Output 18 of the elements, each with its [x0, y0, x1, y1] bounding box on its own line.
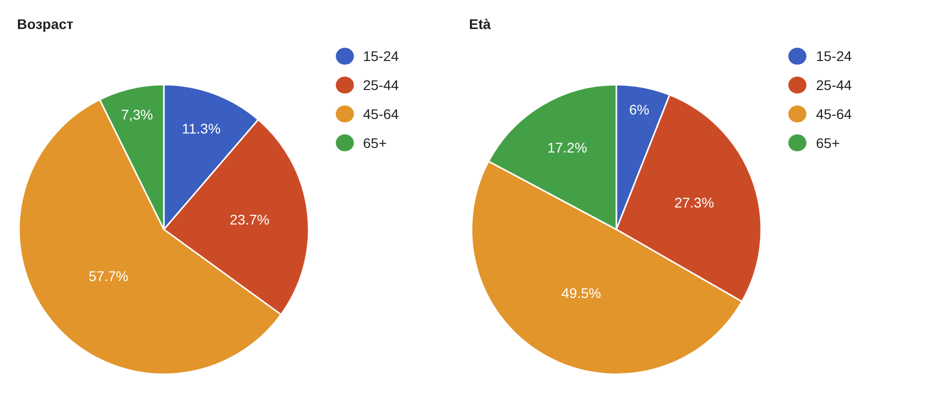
chart-title: Età	[469, 16, 491, 32]
data-label: 23.7%	[230, 211, 270, 228]
legend-label: 65+	[816, 135, 840, 151]
legend-label: 15-24	[363, 48, 400, 64]
data-label: 17.2%	[547, 139, 588, 156]
legend-label: 15-24	[816, 48, 852, 64]
data-label: 49.5%	[561, 284, 602, 301]
data-label: 7,3%	[121, 106, 153, 123]
legend-label: 45-64	[363, 106, 400, 122]
data-label: 27.3%	[674, 194, 714, 210]
chart-title: Возраст	[17, 16, 74, 32]
legend-label: 25-44	[363, 77, 400, 93]
data-label: 11.3%	[182, 120, 221, 137]
legend-label: 65+	[363, 135, 387, 151]
legend-label: 25-44	[816, 77, 852, 93]
legend-label: 45-64	[816, 106, 852, 122]
data-label: 6%	[629, 102, 650, 118]
data-label: 57.7%	[88, 268, 128, 284]
